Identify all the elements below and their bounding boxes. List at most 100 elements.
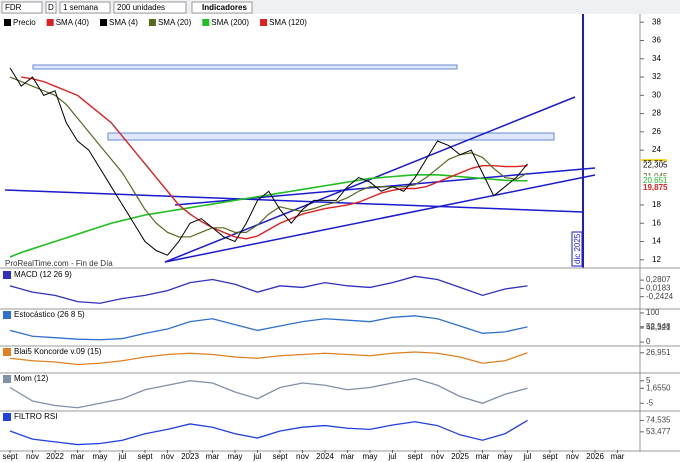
marker-label: dic 2025 [573, 233, 582, 264]
x-tick-label: may [92, 452, 107, 461]
price-label: 19,875 [643, 183, 668, 192]
legend-label: SMA (200) [211, 18, 249, 27]
symbol[interactable]: FDR [5, 3, 22, 12]
y-tick-label: 32 [652, 72, 661, 81]
pane-title-box [3, 348, 11, 356]
pane-tick-label: 1,6550 [646, 383, 671, 392]
trend-line [164, 96, 576, 263]
pane-tick-label: 0,0183 [646, 284, 671, 293]
legend-swatch [4, 19, 11, 26]
marker-box [571, 231, 583, 267]
x-tick-label: nov [26, 452, 39, 461]
legend-label: SMA (40) [56, 18, 90, 27]
legend-label: SMA (20) [158, 18, 192, 27]
pane-title: Estocástico (26 8 5) [14, 310, 85, 319]
zone-box [32, 64, 458, 70]
legend-swatch [202, 19, 210, 26]
y-tick-label: 30 [652, 90, 661, 99]
symbol-box[interactable] [1, 1, 43, 14]
y-tick-label: 12 [652, 255, 661, 264]
y-tick-label: 18 [652, 200, 661, 209]
mode-box[interactable] [45, 1, 57, 14]
pane-tick-label: 0 [646, 337, 651, 346]
pane-title: MACD (12 26 9) [14, 270, 72, 279]
price-line [9, 67, 528, 256]
price-label: 22,305 [643, 161, 668, 170]
y-tick-label: 16 [652, 218, 661, 227]
pane-title-box [3, 311, 11, 319]
indicators[interactable]: Indicadores [202, 3, 247, 12]
units[interactable]: 200 unidades [117, 3, 165, 12]
pane-title: Blai5 Koncorde v.09 (15) [14, 347, 102, 356]
pane-title: FILTRO RSI [14, 412, 57, 421]
x-tick-label: nov [296, 452, 309, 461]
x-tick-label: sept [2, 452, 18, 461]
x-tick-label: jul [252, 452, 261, 461]
pane-tick-label: 26,951 [646, 348, 671, 357]
y-tick-label: 38 [652, 17, 661, 26]
x-tick-label: mar [341, 452, 355, 461]
sma200-line [9, 174, 528, 258]
pane-title-box [3, 375, 11, 383]
x-tick-label: mar [611, 452, 625, 461]
pane-tick-label: 48,321 [646, 323, 671, 332]
x-tick-label: mar [206, 452, 220, 461]
sma20-line [9, 76, 528, 238]
indicator-line [9, 351, 528, 366]
trend-line [4, 189, 584, 213]
x-tick-label: nov [161, 452, 174, 461]
x-tick-label: sept [272, 452, 288, 461]
legend-swatch [148, 19, 156, 26]
pane-title: Mom (12) [14, 374, 49, 383]
x-tick-label: mar [71, 452, 85, 461]
pane-tick-label: 0,2807 [646, 275, 671, 284]
x-tick-label: jul [522, 452, 531, 461]
legend-swatch [100, 19, 108, 26]
x-tick-label: may [497, 452, 512, 461]
source: ProRealTime.com - Fin de Día [5, 259, 113, 268]
price-label-box [641, 161, 667, 171]
legend-label: SMA (4) [109, 18, 138, 27]
x-tick-label: 2024 [316, 452, 334, 461]
x-tick-label: sept [542, 452, 558, 461]
period-box[interactable] [59, 1, 111, 14]
pane-tick-label: 52,548 [646, 322, 671, 331]
indicator-line [9, 419, 528, 446]
x-tick-label: nov [431, 452, 444, 461]
x-tick-label: sept [137, 452, 153, 461]
period[interactable]: 1 semana [63, 3, 99, 12]
pane-tick-label: 100 [646, 308, 660, 317]
legend-swatch [46, 19, 54, 26]
zone-box [107, 132, 555, 141]
x-tick-label: 2025 [451, 452, 469, 461]
price-label-box [641, 183, 667, 193]
legend-label: Precio [13, 18, 36, 27]
x-tick-label: sept [407, 452, 423, 461]
x-tick-label: may [227, 452, 242, 461]
x-tick-label: jul [387, 452, 396, 461]
y-tick-label: 36 [652, 36, 661, 45]
price-label-box [641, 176, 667, 186]
price-label: 20,651 [643, 176, 668, 185]
x-tick-label: 2022 [46, 452, 64, 461]
indicators-button[interactable] [191, 1, 253, 14]
legend-swatch [260, 19, 268, 26]
indicator-line [9, 315, 528, 341]
x-tick-label: 2026 [586, 452, 604, 461]
pane-tick-label: 5 [646, 376, 651, 385]
indicator-line [9, 377, 528, 409]
legend-label: SMA (120) [269, 18, 307, 27]
indicator-line [9, 275, 528, 304]
units-box[interactable] [113, 1, 187, 14]
y-tick-label: 24 [652, 145, 661, 154]
pane-title-box [3, 413, 11, 421]
mode[interactable]: D [48, 3, 54, 12]
y-tick-label: 14 [652, 237, 661, 246]
pane-tick-label: 53,477 [646, 427, 671, 436]
x-tick-label: mar [476, 452, 490, 461]
pane-tick-label: -0,2424 [646, 292, 674, 301]
sma40-line [21, 76, 528, 240]
x-tick-label: 2023 [181, 452, 199, 461]
x-tick-label: jul [117, 452, 126, 461]
